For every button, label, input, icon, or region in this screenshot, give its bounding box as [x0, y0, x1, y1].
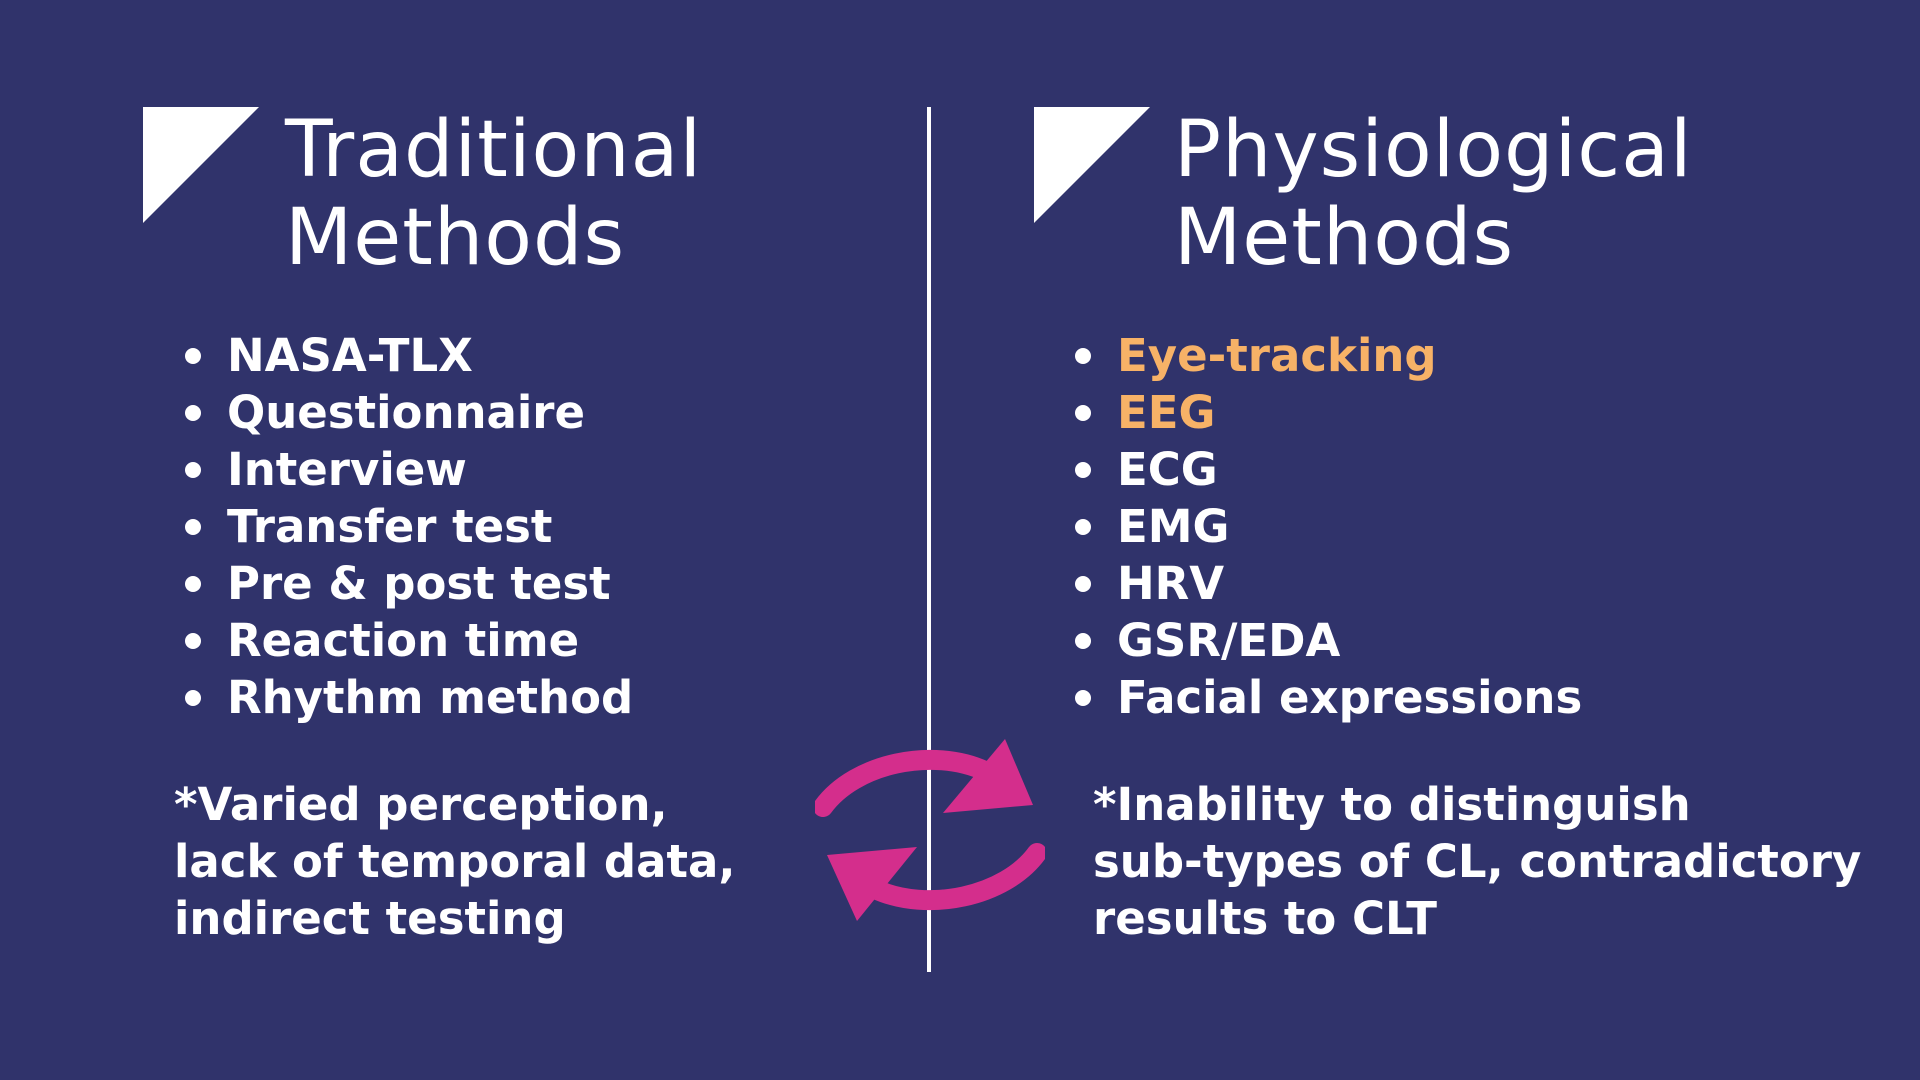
list-item: Rhythm method — [180, 669, 633, 726]
center-divider — [927, 107, 931, 972]
physiological-methods-title: Physiological Methods — [1174, 106, 1693, 282]
list-item: Pre & post test — [180, 555, 633, 612]
note-line: lack of temporal data, — [174, 835, 736, 888]
list-item: Reaction time — [180, 612, 633, 669]
title-line: Methods — [285, 193, 626, 283]
title-line: Traditional — [285, 105, 703, 195]
note-line: sub-types of CL, contradictory — [1093, 835, 1862, 888]
list-item: ECG — [1070, 441, 1582, 498]
list-item: EEG — [1070, 384, 1582, 441]
list-item: EMG — [1070, 498, 1582, 555]
cycle-arrows-icon — [815, 739, 1045, 921]
list-item: Interview — [180, 441, 633, 498]
title-line: Physiological — [1174, 105, 1693, 195]
corner-triangle-icon — [1034, 107, 1150, 223]
note-line: *Varied perception, — [174, 778, 668, 831]
list-item: Facial expressions — [1070, 669, 1582, 726]
corner-triangle-icon — [143, 107, 259, 223]
list-item: Transfer test — [180, 498, 633, 555]
title-line: Methods — [1174, 193, 1515, 283]
traditional-methods-list: NASA-TLX Questionnaire Interview Transfe… — [180, 327, 633, 726]
traditional-methods-title: Traditional Methods — [285, 106, 702, 282]
note-line: results to CLT — [1093, 892, 1437, 945]
physiological-methods-note: *Inability to distinguish sub-types of C… — [1093, 776, 1861, 947]
list-item: Questionnaire — [180, 384, 633, 441]
list-item: NASA-TLX — [180, 327, 633, 384]
list-item: Eye-tracking — [1070, 327, 1582, 384]
traditional-methods-note: *Varied perception, lack of temporal dat… — [174, 776, 735, 947]
note-line: *Inability to distinguish — [1093, 778, 1691, 831]
list-item: HRV — [1070, 555, 1582, 612]
note-line: indirect testing — [174, 892, 566, 945]
physiological-methods-list: Eye-tracking EEG ECG EMG HRV GSR/EDA Fac… — [1070, 327, 1582, 726]
list-item: GSR/EDA — [1070, 612, 1582, 669]
